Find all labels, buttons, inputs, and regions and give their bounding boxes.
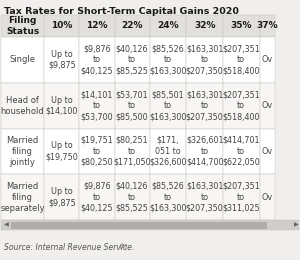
Text: Ov: Ov — [262, 55, 273, 64]
Text: Filing
Status: Filing Status — [6, 16, 39, 36]
Bar — [150, 174, 186, 220]
Bar — [11, 222, 267, 229]
Text: [7]: [7] — [119, 244, 127, 249]
Bar — [115, 128, 150, 174]
Bar — [1, 37, 44, 83]
Text: Up to
$19,750: Up to $19,750 — [45, 141, 78, 161]
Bar — [186, 83, 223, 128]
Text: $414,701
to
$622,050: $414,701 to $622,050 — [223, 136, 260, 167]
Text: $85,501
to
$163,300: $85,501 to $163,300 — [149, 90, 187, 121]
Bar — [223, 37, 260, 83]
Text: $9,876
to
$40,125: $9,876 to $40,125 — [81, 44, 113, 75]
Bar — [80, 128, 115, 174]
Text: Head of
household: Head of household — [1, 96, 44, 116]
Bar — [223, 128, 260, 174]
Text: Married
filing
jointly: Married filing jointly — [7, 136, 39, 167]
Text: Up to
$9,875: Up to $9,875 — [48, 187, 76, 207]
Bar — [260, 128, 275, 174]
Bar — [260, 174, 275, 220]
Text: $9,876
to
$40,125: $9,876 to $40,125 — [81, 181, 113, 213]
Text: $171,
051 to
$326,600: $171, 051 to $326,600 — [149, 136, 187, 167]
Bar — [186, 15, 223, 37]
Text: ◀: ◀ — [4, 223, 8, 228]
Text: 10%: 10% — [51, 22, 73, 30]
Text: Up to
$9,875: Up to $9,875 — [48, 50, 76, 70]
Text: $85,526
to
$163,300: $85,526 to $163,300 — [149, 181, 187, 213]
Bar — [44, 37, 80, 83]
Bar — [1, 128, 44, 174]
Text: $40,126
to
$85,525: $40,126 to $85,525 — [116, 44, 148, 75]
Text: Up to
$14,100: Up to $14,100 — [46, 96, 78, 116]
Bar — [115, 37, 150, 83]
Text: $85,526
to
$163,300: $85,526 to $163,300 — [149, 44, 187, 75]
Bar — [1, 15, 44, 37]
Bar — [260, 83, 275, 128]
Text: 32%: 32% — [194, 22, 215, 30]
Bar — [80, 83, 115, 128]
Bar — [223, 15, 260, 37]
Text: $19,751
to
$80,250: $19,751 to $80,250 — [81, 136, 113, 167]
Text: 24%: 24% — [157, 22, 179, 30]
Text: Source: Internal Revenue Service.: Source: Internal Revenue Service. — [4, 244, 134, 252]
Bar — [186, 37, 223, 83]
Bar — [115, 174, 150, 220]
Bar — [150, 15, 186, 37]
Bar — [223, 174, 260, 220]
Bar — [1, 83, 44, 128]
Text: $163,301
to
$207,350: $163,301 to $207,350 — [186, 90, 224, 121]
Bar — [44, 83, 80, 128]
Bar — [80, 174, 115, 220]
Text: $163,301
to
$207,350: $163,301 to $207,350 — [186, 44, 224, 75]
Text: $326,601
to
$414,700: $326,601 to $414,700 — [186, 136, 224, 167]
Text: Tax Rates for Short-Term Capital Gains 2020: Tax Rates for Short-Term Capital Gains 2… — [4, 7, 239, 16]
Bar — [150, 83, 186, 128]
Bar — [44, 174, 80, 220]
Text: Married
filing
separately: Married filing separately — [0, 181, 45, 213]
Text: ▶: ▶ — [294, 223, 298, 228]
Text: Single: Single — [10, 55, 36, 64]
Text: Ov: Ov — [262, 193, 273, 202]
Text: $207,351
to
$518,400: $207,351 to $518,400 — [223, 44, 260, 75]
Bar — [150, 128, 186, 174]
Bar — [80, 15, 115, 37]
Text: $207,351
to
$311,025: $207,351 to $311,025 — [223, 181, 260, 213]
Bar — [260, 15, 275, 37]
Text: $80,251
to
$171,050: $80,251 to $171,050 — [113, 136, 151, 167]
Bar — [115, 15, 150, 37]
Bar — [186, 174, 223, 220]
Text: 22%: 22% — [122, 22, 143, 30]
Bar — [44, 15, 80, 37]
Bar — [260, 37, 275, 83]
Bar — [223, 83, 260, 128]
Bar — [150, 37, 186, 83]
Text: $207,351
to
$518,400: $207,351 to $518,400 — [223, 90, 260, 121]
Bar — [1, 220, 299, 230]
Bar — [44, 128, 80, 174]
Text: Ov: Ov — [262, 101, 273, 110]
Text: 12%: 12% — [86, 22, 108, 30]
Bar — [115, 83, 150, 128]
Bar — [186, 128, 223, 174]
Text: $53,701
to
$85,500: $53,701 to $85,500 — [116, 90, 148, 121]
Text: Ov: Ov — [262, 147, 273, 156]
Bar — [1, 174, 44, 220]
Bar — [80, 37, 115, 83]
Text: $14,101
to
$53,700: $14,101 to $53,700 — [81, 90, 113, 121]
Text: 35%: 35% — [231, 22, 252, 30]
Text: 37%: 37% — [256, 22, 278, 30]
Text: $163,301
to
$207,350: $163,301 to $207,350 — [186, 181, 224, 213]
Text: $40,126
to
$85,525: $40,126 to $85,525 — [116, 181, 148, 213]
